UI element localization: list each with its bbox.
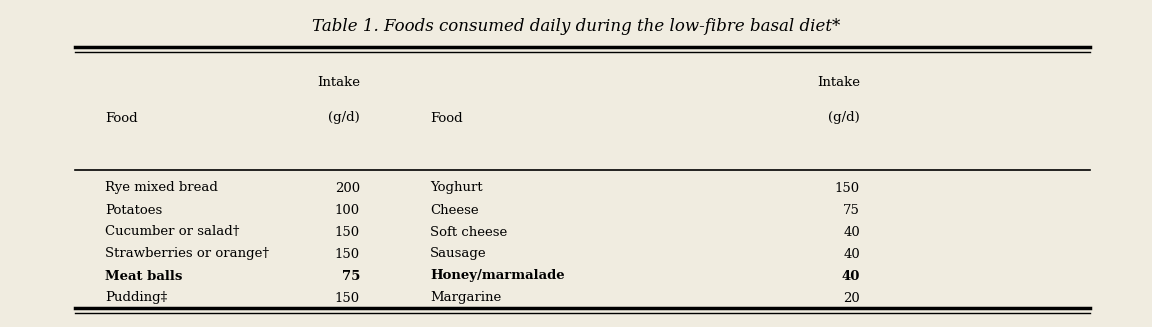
Text: (g/d): (g/d): [328, 112, 359, 125]
Text: 40: 40: [842, 269, 861, 283]
Text: 40: 40: [843, 248, 861, 261]
Text: 200: 200: [335, 181, 359, 195]
Text: Meat balls: Meat balls: [105, 269, 182, 283]
Text: 150: 150: [835, 181, 861, 195]
Text: 75: 75: [342, 269, 359, 283]
Text: Cucumber or salad†: Cucumber or salad†: [105, 226, 240, 238]
Text: 20: 20: [843, 291, 861, 304]
Text: Intake: Intake: [317, 77, 359, 90]
Text: 75: 75: [843, 203, 861, 216]
Text: Food: Food: [430, 112, 463, 125]
Text: Soft cheese: Soft cheese: [430, 226, 507, 238]
Text: Honey/marmalade: Honey/marmalade: [430, 269, 564, 283]
Text: (g/d): (g/d): [828, 112, 861, 125]
Text: Sausage: Sausage: [430, 248, 486, 261]
Text: Pudding‡: Pudding‡: [105, 291, 167, 304]
Text: Cheese: Cheese: [430, 203, 478, 216]
Text: Rye mixed bread: Rye mixed bread: [105, 181, 218, 195]
Text: 150: 150: [335, 248, 359, 261]
Text: 100: 100: [335, 203, 359, 216]
Text: 150: 150: [335, 291, 359, 304]
Text: Intake: Intake: [817, 77, 861, 90]
Text: Table 1. Foods consumed daily during the low-fibre basal diet*: Table 1. Foods consumed daily during the…: [312, 18, 840, 35]
Text: 40: 40: [843, 226, 861, 238]
Text: Margarine: Margarine: [430, 291, 501, 304]
Text: Strawberries or orange†: Strawberries or orange†: [105, 248, 270, 261]
Text: Potatoes: Potatoes: [105, 203, 162, 216]
Text: 150: 150: [335, 226, 359, 238]
Text: Food: Food: [105, 112, 137, 125]
Text: Yoghurt: Yoghurt: [430, 181, 483, 195]
